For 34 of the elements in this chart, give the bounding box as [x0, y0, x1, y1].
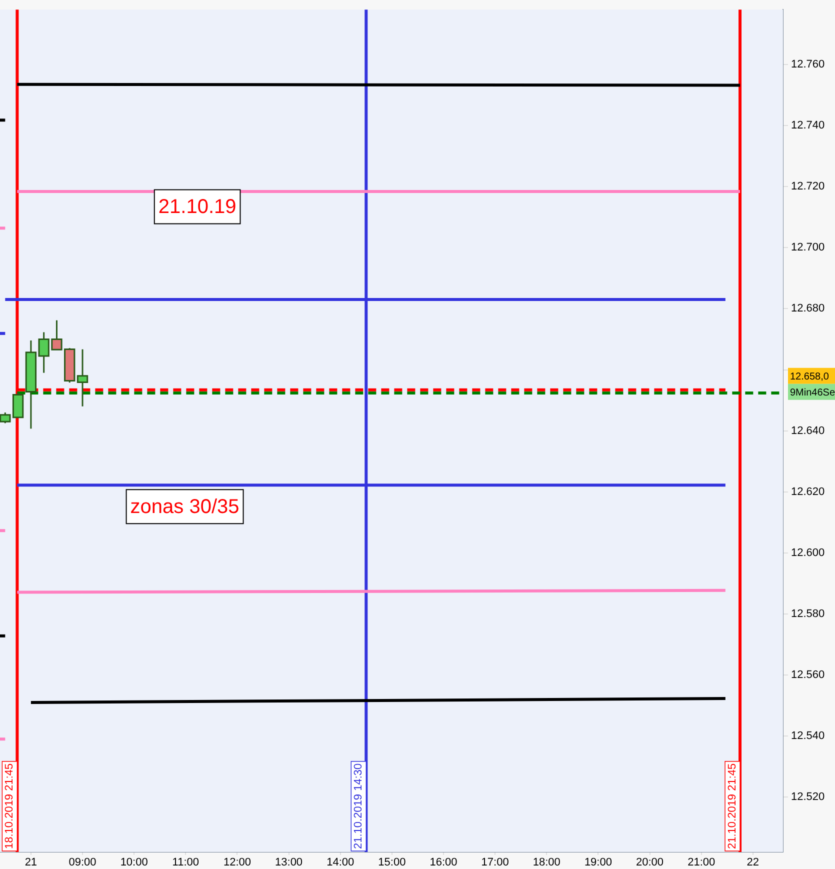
x-tick-label: 16:00	[430, 856, 458, 869]
annotation: zonas 30/35	[130, 496, 240, 518]
text: 9Min46Se	[790, 388, 835, 399]
ref-line-label: 18.10.2019 21:45	[4, 763, 16, 849]
x-tick-label: 12:00	[223, 856, 251, 869]
x-tick-label: 20:00	[636, 856, 664, 869]
x-tick-label: 21	[24, 856, 38, 869]
y-tick-label: 12.600	[791, 546, 825, 559]
x-tick-label: 13:00	[275, 856, 303, 869]
y-tick-label: 12.740	[791, 120, 825, 132]
x-tick-label: 18:00	[532, 856, 560, 869]
x-tick-label: 15:00	[378, 856, 406, 869]
x-tick-label: 19:00	[584, 856, 612, 869]
ref-line-label: 21.10.2019 21:45	[726, 763, 739, 849]
y-tick-label: 12.620	[791, 486, 825, 498]
y-tick-label: 12.540	[791, 730, 825, 742]
x-tick-label: 09:00	[68, 856, 96, 869]
y-tick-label: 12.640	[791, 424, 825, 437]
y-tick-label: 12.560	[791, 669, 825, 682]
x-tick-label: 14:00	[326, 856, 354, 869]
y-tick-label: 12.700	[791, 242, 825, 254]
x-tick-label: 11:00	[172, 856, 200, 869]
y-tick-label: 12.760	[791, 58, 825, 71]
annotation: 21.10.19	[158, 196, 236, 218]
y-tick-label: 12.680	[791, 302, 825, 315]
x-tick-label: 10:00	[120, 856, 148, 869]
y-tick-label: 12.520	[791, 791, 825, 804]
text: 12.658,0	[790, 372, 830, 383]
y-tick-label: 12.580	[791, 608, 825, 620]
x-tick-label: 21:00	[688, 856, 716, 869]
y-tick-label: 12.720	[791, 180, 825, 193]
x-tick-label: 22	[746, 856, 760, 869]
ref-line-label: 21.10.2019 14:30	[352, 763, 365, 849]
x-tick-label: 17:00	[481, 856, 509, 869]
